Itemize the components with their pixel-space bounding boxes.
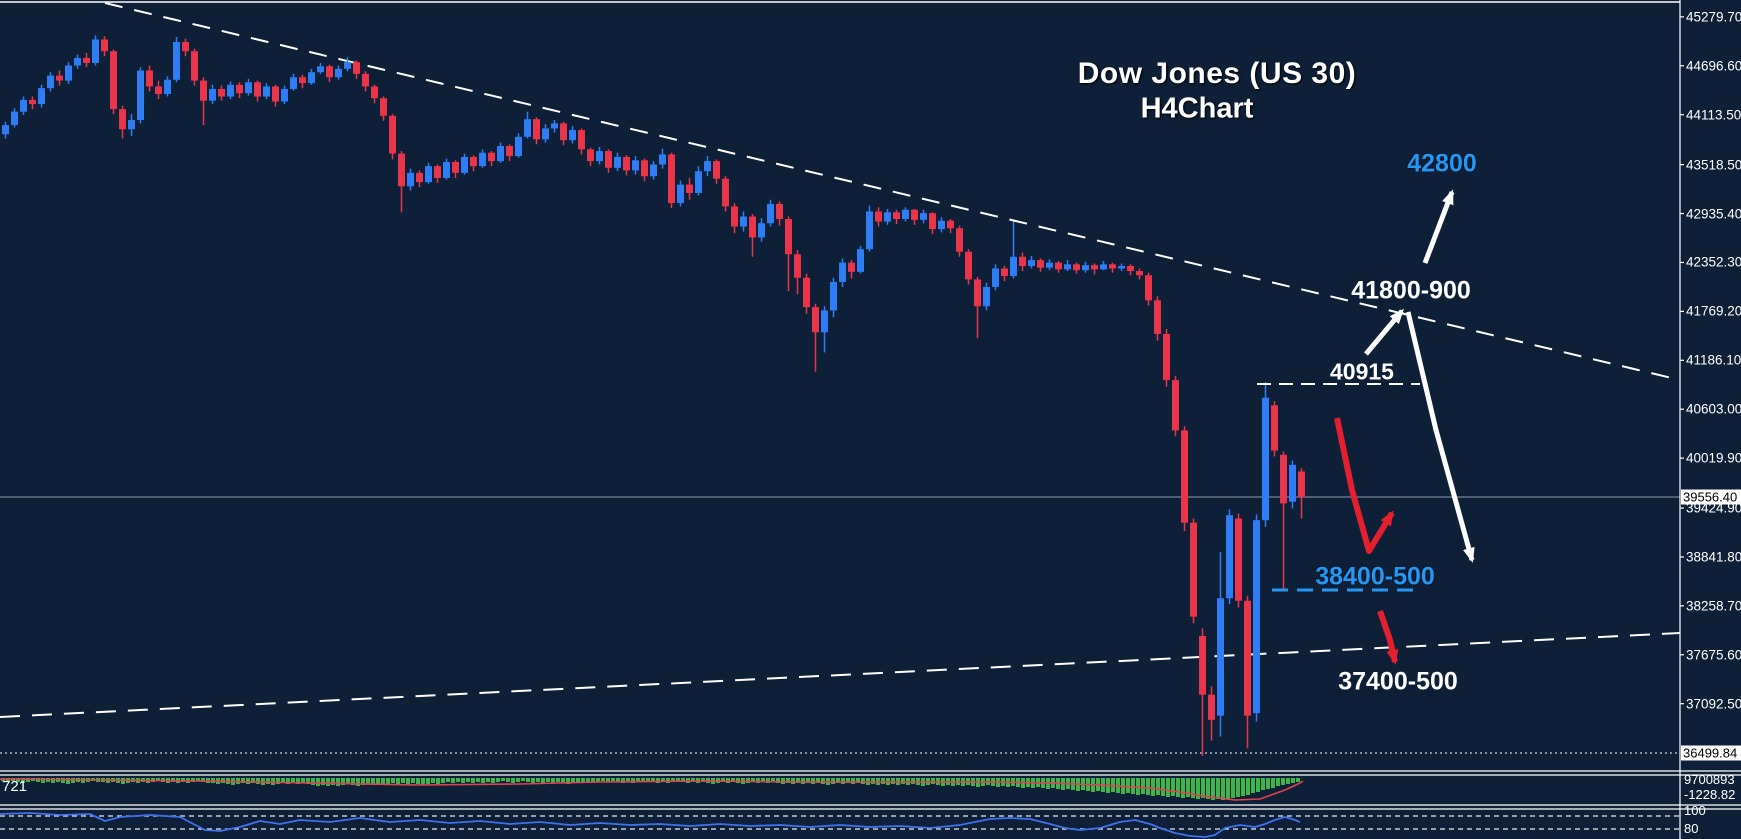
annotation-support-zone: 38400-500 xyxy=(1315,562,1435,591)
price-tick-label: 37675.60 xyxy=(1686,647,1741,663)
price-tick-label: 38841.80 xyxy=(1686,549,1741,565)
price-tick-label: 41186.10 xyxy=(1686,352,1741,368)
price-tick-label: 42935.40 xyxy=(1686,206,1741,222)
price-tick-label: 38258.70 xyxy=(1686,598,1741,614)
chart-timeframe-subtitle: H4Chart xyxy=(1140,92,1254,125)
chart-title: Dow Jones (US 30) xyxy=(1077,57,1357,90)
annotation-upside-target: 42800 xyxy=(1407,149,1477,178)
price-tick-label: 40019.90 xyxy=(1686,450,1741,466)
price-tick-label: 37092.50 xyxy=(1686,696,1741,712)
annotation-breakout-level: 40915 xyxy=(1330,358,1394,385)
annotation-deeper-support: 37400-500 xyxy=(1338,667,1458,696)
indicator1-value-bottom: -1228.82 xyxy=(1684,787,1736,802)
session-low-badge: 36499.84 xyxy=(1681,745,1741,761)
indicator1-left-value: 721 xyxy=(2,778,28,795)
current-price-badge: 39556.40 xyxy=(1681,489,1741,505)
price-tick-label: 43518.50 xyxy=(1686,157,1741,173)
price-tick-label: 40603.00 xyxy=(1686,401,1741,417)
indicator2-level-top: 100 xyxy=(1684,803,1706,818)
indicator2-level-bottom: 80 xyxy=(1684,821,1699,836)
annotation-resistance-zone: 41800-900 xyxy=(1351,276,1471,305)
price-tick-label: 44113.50 xyxy=(1686,107,1741,123)
price-tick-label: 41769.20 xyxy=(1686,303,1741,319)
indicator1-value-top: 9700893 xyxy=(1684,772,1735,787)
price-tick-label: 45279.70 xyxy=(1686,9,1741,25)
price-tick-label: 42352.30 xyxy=(1686,254,1741,270)
price-tick-label: 44696.60 xyxy=(1686,58,1741,74)
